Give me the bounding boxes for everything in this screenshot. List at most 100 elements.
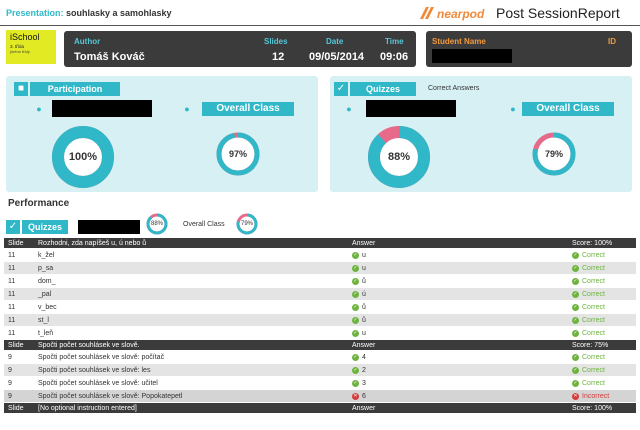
presentation-title: souhlasky a samohlasky <box>66 8 172 18</box>
row-slide: 11 <box>8 265 16 272</box>
row-slide: 11 <box>8 252 16 259</box>
student-id-label: ID <box>608 37 616 46</box>
quizzes-tag: Quizzes <box>350 82 416 96</box>
report-title: Post SessionReport <box>496 5 620 21</box>
row-slide: 9 <box>8 354 12 361</box>
table-row: 11 p_sa ✓ u ✓ Correct <box>4 262 636 275</box>
table-row: 9 Spočti počet souhlásek ve slově: les ✓… <box>4 364 636 377</box>
question-text: Spočti počet souhlásek ve slově. <box>38 342 140 349</box>
row-answer: ✓ ú <box>352 290 366 298</box>
table-row: 11 t_leň ✓ u ✓ Correct <box>4 327 636 340</box>
table-row: 11 _pal ✓ ú ✓ Correct <box>4 288 636 301</box>
row-result: ✓ Correct <box>572 366 605 374</box>
check-icon: ✓ <box>352 251 359 259</box>
check-icon: ✓ <box>352 303 359 311</box>
row-question: st_l <box>38 317 49 324</box>
row-result: ✓ Correct <box>572 316 605 324</box>
student-person-icon: ● <box>36 104 42 114</box>
check-icon: ✓ <box>352 277 359 285</box>
quizzes-panel: ✓ Quizzes Correct Answers ● ● Overall Cl… <box>330 76 632 192</box>
ring-fill <box>532 132 576 176</box>
row-slide: 9 <box>8 393 12 400</box>
row-answer: ✓ u <box>352 264 366 272</box>
row-result: ✕ Incorrect <box>572 392 610 400</box>
check-icon: ✓ <box>572 264 579 272</box>
row-question: _pal <box>38 291 52 298</box>
participation-class-ring-svg <box>216 132 260 176</box>
section-score: Score: 100% <box>572 405 613 412</box>
row-answer: ✓ ů <box>352 316 366 324</box>
performance-class-ring: 79% <box>236 213 258 235</box>
performance-check-icon: ✓ <box>6 220 20 234</box>
participation-student-ring-svg <box>52 126 114 188</box>
slide-col-label: Slide <box>8 240 24 247</box>
school-class: 3. třída <box>10 44 25 49</box>
row-slide: 11 <box>8 291 16 298</box>
row-result: ✓ Correct <box>572 251 605 259</box>
presentation-label: Presentation: <box>6 8 64 18</box>
participation-class-ring: 97% <box>216 132 260 176</box>
check-icon: ✓ <box>572 366 579 374</box>
check-icon: ✓ <box>352 353 359 361</box>
performance-quiz-tag: Quizzes <box>22 220 68 234</box>
results-table: Slide Rozhodni, zda napíšeš u, ú nebo ů … <box>4 238 636 414</box>
row-question: p_sa <box>38 265 54 272</box>
participation-student-redacted <box>52 100 152 117</box>
author-value: Tomáš Kováč <box>74 51 145 63</box>
answer-col-label: Answer <box>352 405 376 412</box>
quizzes-check-icon: ✓ <box>334 82 348 96</box>
school-badge: iSchool 3. třída jméno třídy <box>6 30 56 64</box>
table-row: 11 st_l ✓ ů ✓ Correct <box>4 314 636 327</box>
class-person-icon: ● <box>184 104 190 114</box>
row-question: t_leň <box>38 330 54 337</box>
author-label: Author <box>74 37 101 46</box>
ring-fill <box>52 126 114 188</box>
performance-class-pct: 79% <box>240 221 253 227</box>
participation-class-pct: 97% <box>228 149 247 159</box>
row-result: ✓ Correct <box>572 379 605 387</box>
nearpod-wordmark: nearpod <box>437 7 485 21</box>
x-icon: ✕ <box>572 392 579 400</box>
student-name-label: Student Name <box>432 37 486 46</box>
participation-overall-tag: Overall Class <box>202 102 294 116</box>
participation-student-pct: 100% <box>68 151 98 163</box>
quizzes-student-pct: 88% <box>387 151 411 163</box>
nearpod-mark-icon <box>420 7 434 19</box>
quizzes-subtitle: Correct Answers <box>428 85 480 92</box>
participation-icon: ■ <box>14 82 28 96</box>
performance-student-redacted <box>78 220 140 234</box>
check-icon: ✓ <box>572 329 579 337</box>
ring-fill <box>236 213 258 235</box>
section-header: Slide Rozhodni, zda napíšeš u, ú nebo ů … <box>4 238 636 249</box>
question-text: [No optional instruction entered] <box>38 405 137 412</box>
row-answer: ✓ 3 <box>352 379 366 387</box>
row-question: v_bec <box>38 304 57 311</box>
participation-tag: Participation <box>30 82 120 96</box>
participation-panel: ■ Participation ● ● Overall Class 100% 9… <box>6 76 318 192</box>
row-slide: 11 <box>8 304 16 311</box>
row-answer: ✓ u <box>352 251 366 259</box>
performance-overall-label: Overall Class <box>183 221 225 228</box>
answer-col-label: Answer <box>352 240 376 247</box>
quiz-class-person-icon: ● <box>510 104 516 114</box>
check-icon: ✓ <box>572 277 579 285</box>
table-row: 11 v_bec ✓ ů ✓ Correct <box>4 301 636 314</box>
row-result: ✓ Correct <box>572 329 605 337</box>
student-info: Student Name ID <box>426 31 632 67</box>
school-sub: jméno třídy <box>10 49 30 54</box>
row-answer: ✓ u <box>352 329 366 337</box>
check-icon: ✓ <box>572 290 579 298</box>
quiz-student-person-icon: ● <box>346 104 352 114</box>
quizzes-student-ring: 88% <box>368 126 430 188</box>
row-answer: ✓ ů <box>352 303 366 311</box>
section-score: Score: 100% <box>572 240 613 247</box>
quizzes-student-ring-svg <box>368 126 430 188</box>
ring-fill <box>146 213 168 235</box>
row-slide: 9 <box>8 380 12 387</box>
check-icon: ✓ <box>572 251 579 259</box>
ring-fill <box>216 132 260 176</box>
row-slide: 9 <box>8 367 12 374</box>
question-text: Rozhodni, zda napíšeš u, ú nebo ů <box>38 240 147 247</box>
row-question: Spočti počet souhlásek ve slově: Popokat… <box>38 393 183 400</box>
answer-col-label: Answer <box>352 342 376 349</box>
